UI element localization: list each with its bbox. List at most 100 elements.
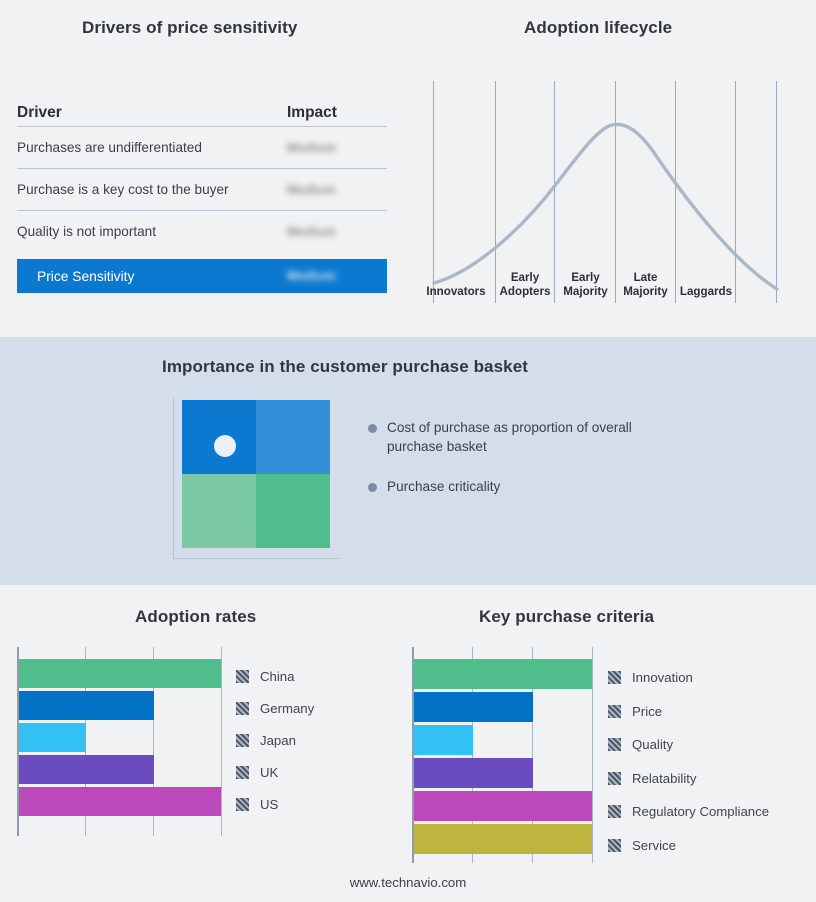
quadrant-cell-bottom-right xyxy=(256,474,330,548)
table-row: Purchases are undifferentiated Medium xyxy=(17,127,387,169)
legend-item: US xyxy=(236,788,314,820)
legend-item: Japan xyxy=(236,724,314,756)
impact-value-cell: Medium xyxy=(287,181,387,199)
lifecycle-stage-label: Early Adopters xyxy=(499,271,551,298)
legend-label: Cost of purchase as proportion of overal… xyxy=(387,420,632,454)
chart-bar xyxy=(19,723,87,752)
hatched-swatch-icon xyxy=(608,771,621,785)
highlighted-summary-row: Price Sensitivity Medium xyxy=(17,259,387,293)
quadrant-position-marker xyxy=(214,435,236,457)
chart-bar-row xyxy=(414,791,592,821)
summary-label: Price Sensitivity xyxy=(37,268,135,284)
chart-gridline xyxy=(221,647,222,836)
bullet-icon xyxy=(368,483,377,492)
chart-y-axis xyxy=(412,647,414,863)
table-row: Purchase is a key cost to the buyer Medi… xyxy=(17,169,387,211)
lifecycle-stage-label: Laggards xyxy=(679,285,733,298)
chart-bar xyxy=(414,659,592,689)
legend-item: Price xyxy=(608,695,769,729)
chart-bar xyxy=(19,787,221,816)
chart-bar-row xyxy=(19,787,221,816)
bullet-icon xyxy=(368,424,377,433)
lifecycle-stage-label: Late Majority xyxy=(623,271,668,298)
chart-bar-row xyxy=(414,758,592,788)
legend-label: Germany xyxy=(260,700,315,716)
driver-label: Quality is not important xyxy=(17,224,157,239)
table-row: Quality is not important Medium xyxy=(17,211,387,252)
purchase-basket-quadrant-chart xyxy=(173,398,339,559)
chart-bar xyxy=(414,791,592,821)
legend-item: Cost of purchase as proportion of overal… xyxy=(368,418,648,456)
legend-label: China xyxy=(260,668,295,684)
chart-gridline xyxy=(153,647,154,836)
quadrant-x-axis xyxy=(173,558,339,559)
column-header-impact: Impact xyxy=(287,104,337,121)
lifecycle-curve-svg xyxy=(432,81,779,303)
hatched-swatch-icon xyxy=(236,765,249,779)
quadrant-cell-bottom-left xyxy=(182,474,256,548)
adoption-rates-legend: China Germany Japan UK US xyxy=(236,660,314,820)
lifecycle-stage-label: Early Majority xyxy=(563,271,608,298)
legend-label: US xyxy=(260,796,279,812)
chart-bar xyxy=(19,755,154,784)
chart-bar-row xyxy=(19,723,221,752)
lifecycle-bell-curve xyxy=(432,122,779,291)
legend-label: Regulatory Compliance xyxy=(632,804,770,820)
legend-item: Quality xyxy=(608,728,769,762)
legend-item: Innovation xyxy=(608,661,769,695)
quadrant-y-axis xyxy=(173,398,174,558)
chart-bar xyxy=(414,692,533,722)
chart-bar-row xyxy=(19,755,221,784)
purchase-basket-legend: Cost of purchase as proportion of overal… xyxy=(368,418,648,517)
column-header-driver: Driver xyxy=(17,104,62,121)
key-purchase-criteria-chart xyxy=(412,647,593,863)
adoption-rates-panel-title: Adoption rates xyxy=(135,607,257,626)
legend-label: Innovation xyxy=(632,670,693,686)
impact-value-cell: Medium xyxy=(287,223,387,241)
chart-bar-row xyxy=(414,824,592,854)
drivers-table: Driver Impact Purchases are undifferenti… xyxy=(17,92,387,293)
legend-label: Japan xyxy=(260,732,296,748)
impact-value: Medium xyxy=(287,140,337,155)
hatched-swatch-icon xyxy=(236,733,249,747)
lifecycle-stage-label: Innovators xyxy=(426,285,486,298)
table-header-row: Driver Impact xyxy=(17,92,387,127)
adoption-rates-plot-area xyxy=(17,647,222,836)
quadrant-grid xyxy=(182,400,330,548)
chart-bar-row xyxy=(414,692,592,722)
legend-label: Quality xyxy=(632,737,674,753)
summary-impact-cell: Medium xyxy=(287,267,387,285)
summary-impact-value: Medium xyxy=(287,269,337,283)
chart-bar xyxy=(414,758,533,788)
drivers-panel-title: Drivers of price sensitivity xyxy=(82,18,298,37)
chart-bar-row xyxy=(414,725,592,755)
impact-value: Medium xyxy=(287,224,337,239)
chart-bar xyxy=(19,691,154,720)
legend-label: Purchase criticality xyxy=(387,479,501,494)
hatched-swatch-icon xyxy=(608,738,621,752)
legend-item: Germany xyxy=(236,692,314,724)
chart-bar-row xyxy=(19,691,221,720)
legend-label: UK xyxy=(260,764,279,780)
hatched-swatch-icon xyxy=(236,797,249,811)
criteria-panel-title: Key purchase criteria xyxy=(479,607,655,626)
chart-gridline xyxy=(472,647,473,863)
lifecycle-gridlines xyxy=(433,81,777,303)
driver-label: Purchases are undifferentiated xyxy=(17,140,202,155)
impact-value: Medium xyxy=(287,182,337,197)
hatched-swatch-icon xyxy=(608,838,621,852)
impact-value-cell: Medium xyxy=(287,139,387,157)
chart-bar xyxy=(19,659,221,688)
footer-url: www.technavio.com xyxy=(349,875,467,890)
legend-item: Regulatory Compliance xyxy=(608,795,769,829)
chart-bar xyxy=(414,725,474,755)
legend-label: Relatability xyxy=(632,770,697,786)
lifecycle-panel-title: Adoption lifecycle xyxy=(524,18,673,37)
background-band-middle xyxy=(0,337,816,585)
adoption-rates-chart xyxy=(17,647,222,836)
legend-item: UK xyxy=(236,756,314,788)
legend-label: Service xyxy=(632,837,676,853)
adoption-lifecycle-chart: Innovators Early Adopters Early Majority… xyxy=(425,75,785,310)
chart-bar-row xyxy=(414,659,592,689)
